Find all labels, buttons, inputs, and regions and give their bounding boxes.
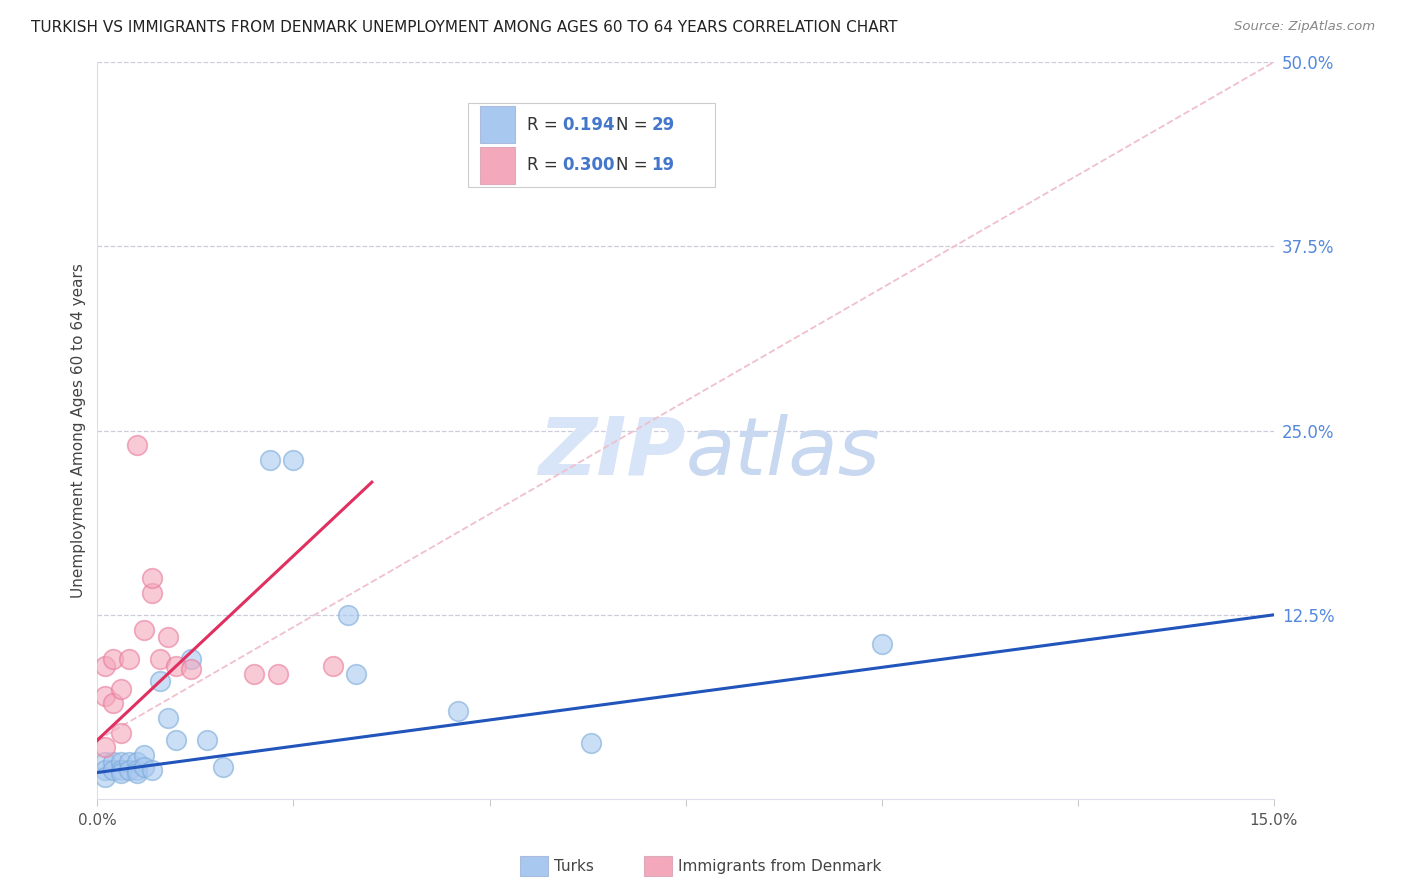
Point: [337, 607, 360, 622]
Point: [165, 659, 187, 673]
Point: [118, 652, 141, 666]
Text: R =: R =: [527, 156, 562, 174]
Point: [211, 759, 233, 773]
Point: [134, 623, 156, 637]
Point: [101, 763, 124, 777]
Point: [195, 733, 218, 747]
Text: Immigrants from Denmark: Immigrants from Denmark: [678, 859, 882, 873]
Point: [134, 747, 156, 762]
Point: [149, 674, 172, 689]
Text: Source: ZipAtlas.com: Source: ZipAtlas.com: [1234, 20, 1375, 33]
Point: [141, 571, 163, 585]
Point: [110, 763, 132, 777]
Point: [156, 711, 179, 725]
Point: [870, 637, 893, 651]
Text: TURKISH VS IMMIGRANTS FROM DENMARK UNEMPLOYMENT AMONG AGES 60 TO 64 YEARS CORREL: TURKISH VS IMMIGRANTS FROM DENMARK UNEMP…: [31, 20, 897, 35]
Point: [134, 759, 156, 773]
Y-axis label: Unemployment Among Ages 60 to 64 years: Unemployment Among Ages 60 to 64 years: [72, 263, 86, 598]
Point: [141, 585, 163, 599]
Point: [101, 696, 124, 710]
Point: [156, 630, 179, 644]
Text: 19: 19: [651, 156, 675, 174]
Text: N =: N =: [616, 156, 652, 174]
Point: [118, 755, 141, 769]
Point: [165, 733, 187, 747]
Point: [243, 666, 266, 681]
Point: [344, 666, 367, 681]
Point: [94, 755, 117, 769]
Point: [283, 453, 305, 467]
Point: [94, 689, 117, 703]
Point: [125, 765, 148, 780]
Point: [94, 763, 117, 777]
Point: [125, 438, 148, 452]
Point: [110, 725, 132, 739]
Bar: [479, 106, 515, 144]
Text: ZIP: ZIP: [538, 414, 686, 491]
Text: atlas: atlas: [686, 414, 880, 491]
Point: [125, 763, 148, 777]
FancyBboxPatch shape: [468, 103, 716, 187]
Point: [149, 652, 172, 666]
Bar: [479, 147, 515, 184]
Point: [322, 659, 344, 673]
Text: 0.300: 0.300: [562, 156, 614, 174]
Point: [180, 652, 202, 666]
Point: [94, 740, 117, 755]
Point: [94, 770, 117, 784]
Point: [259, 453, 281, 467]
Text: N =: N =: [616, 116, 652, 134]
Point: [447, 704, 470, 718]
Point: [180, 662, 202, 676]
Point: [94, 659, 117, 673]
Text: 29: 29: [651, 116, 675, 134]
Point: [110, 681, 132, 696]
Text: Turks: Turks: [554, 859, 593, 873]
Point: [267, 666, 290, 681]
Text: R =: R =: [527, 116, 562, 134]
Point: [118, 763, 141, 777]
Point: [101, 755, 124, 769]
Point: [581, 736, 603, 750]
Point: [101, 652, 124, 666]
Text: 0.194: 0.194: [562, 116, 614, 134]
Point: [110, 765, 132, 780]
Point: [125, 755, 148, 769]
Point: [110, 755, 132, 769]
Point: [141, 763, 163, 777]
